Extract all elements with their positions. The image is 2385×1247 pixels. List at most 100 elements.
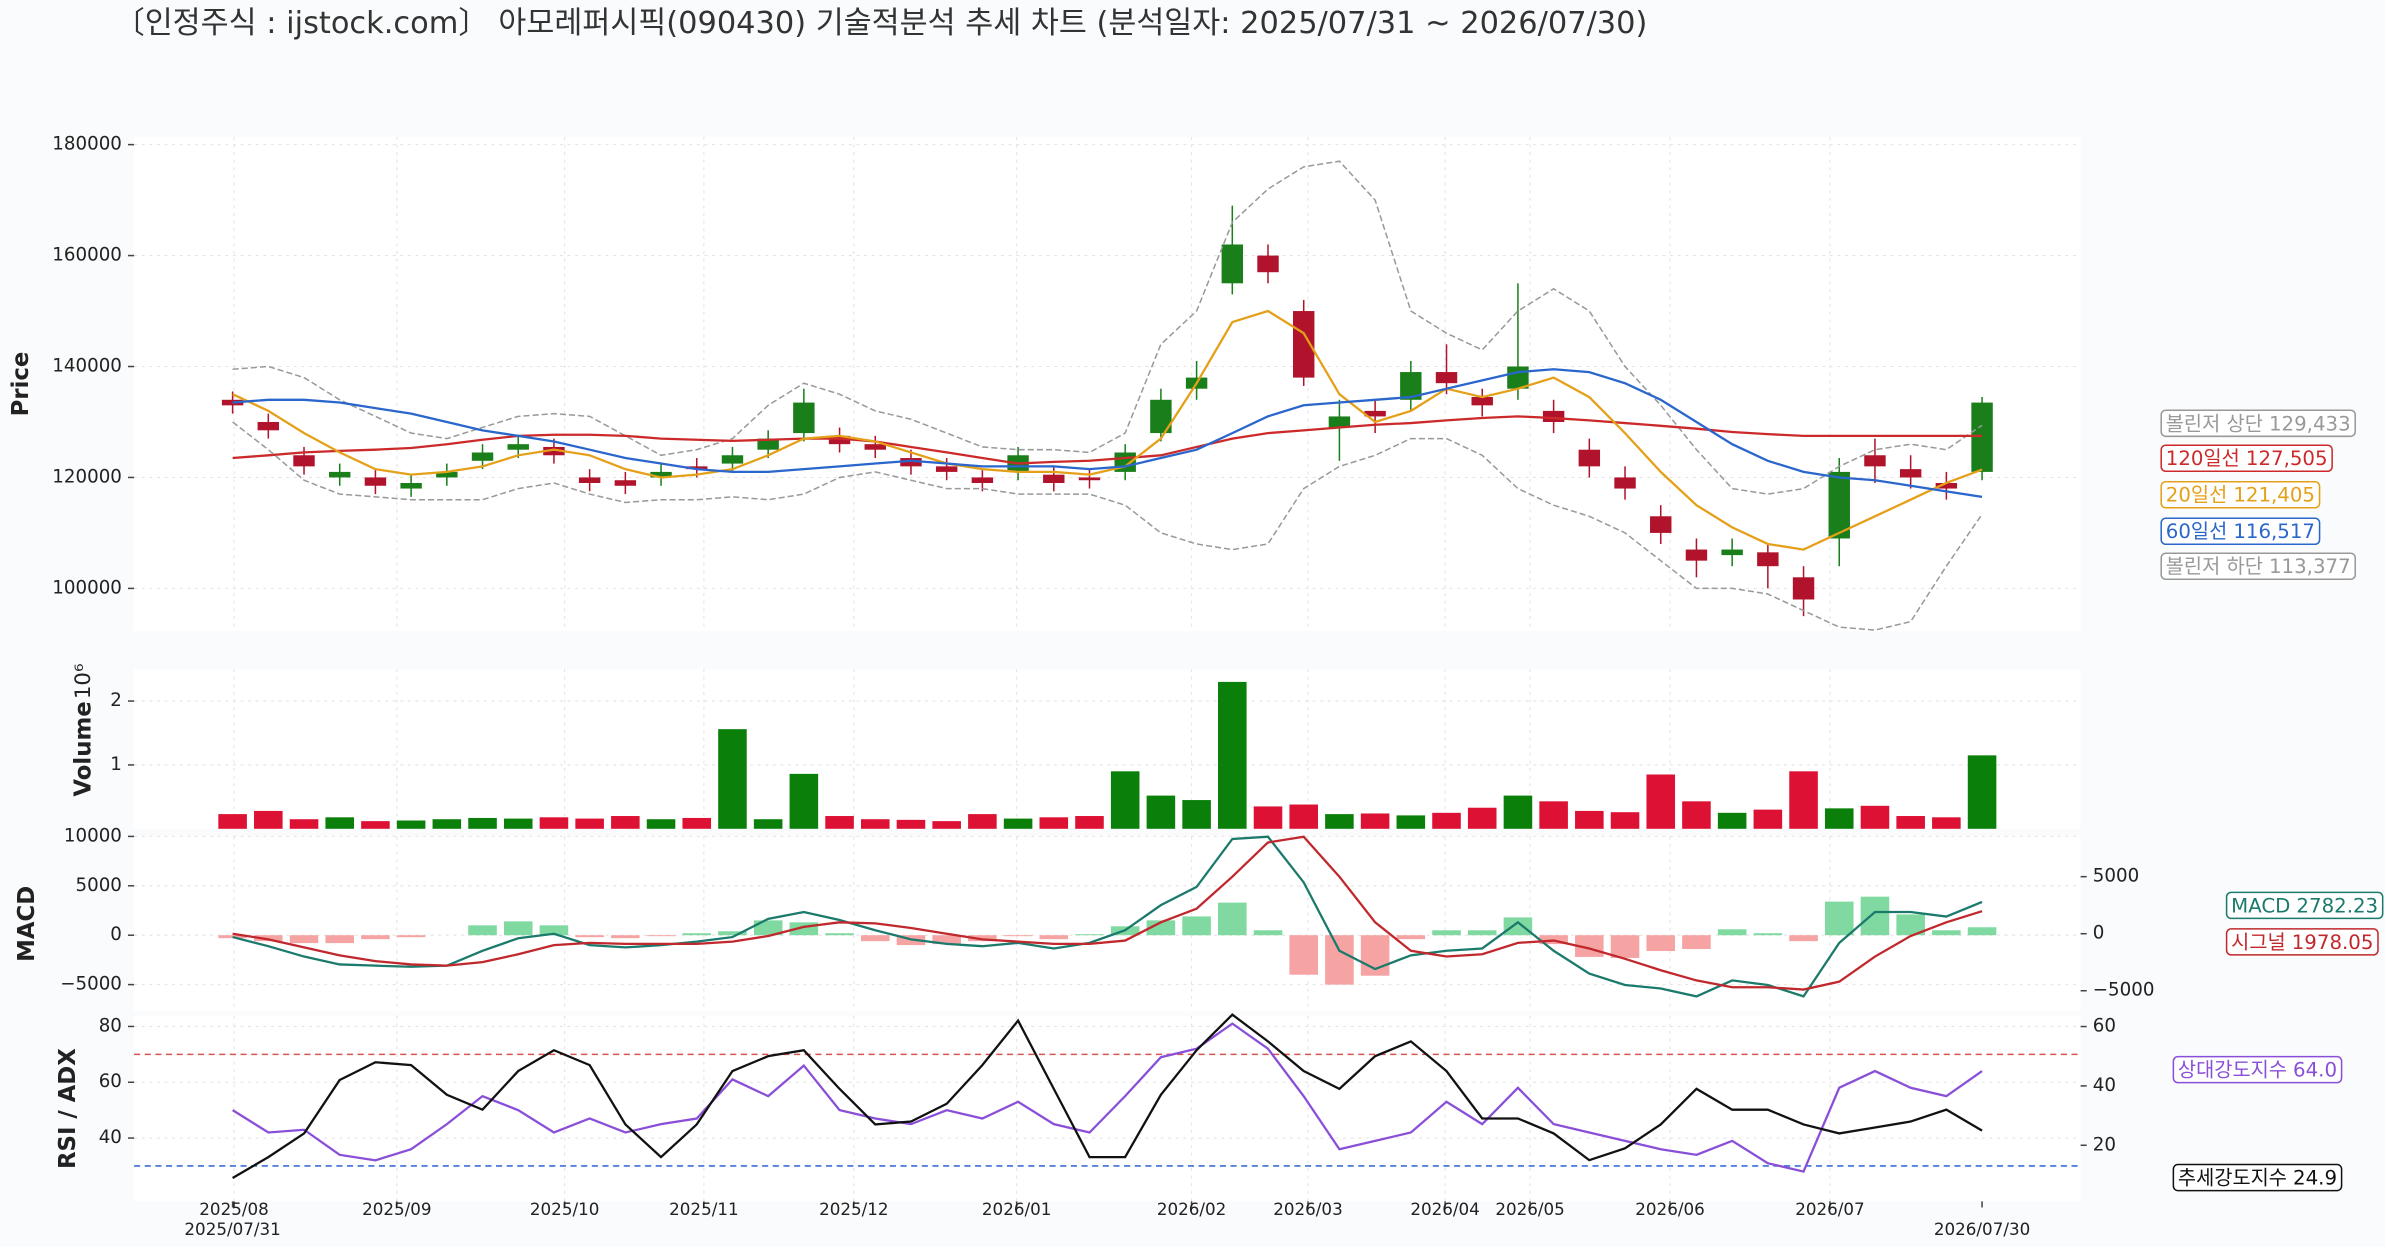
y-tick-label: 100000: [52, 577, 122, 598]
histogram-bar: [932, 935, 961, 945]
y-axis-label: RSI / ADX: [55, 1048, 81, 1169]
y-tick-label: 160000: [52, 245, 122, 266]
volume-bar: [1824, 808, 1854, 829]
series-line: [232, 421, 1983, 631]
volume-bar: [539, 817, 569, 829]
histogram-bar: [1467, 930, 1497, 936]
volume-bar: [860, 819, 890, 829]
x-tick-label: 2026/07: [1795, 1199, 1864, 1219]
histogram-bar: [1325, 935, 1354, 985]
y-axis-label: Price: [8, 352, 34, 417]
histogram-bar: [1003, 935, 1033, 937]
candle-body: [1650, 516, 1672, 533]
candle-body: [1150, 399, 1172, 434]
candle-body: [864, 444, 886, 450]
candle-body: [828, 435, 851, 445]
volume-bar: [1896, 816, 1925, 829]
histogram-bar: [825, 933, 854, 936]
series-line: [232, 835, 1983, 991]
y2-tick-label: 0: [2093, 923, 2105, 944]
candle-body: [400, 482, 422, 489]
candle-body: [436, 471, 458, 478]
volume-bar: [1467, 807, 1497, 829]
volume-bar: [325, 817, 355, 829]
volume-bar: [1075, 816, 1104, 829]
legend-box: [2172, 1055, 2343, 1084]
histogram-bar: [1932, 930, 1961, 936]
y-axis-label: Volume: [70, 701, 96, 796]
x-tick-label: 2026/05: [1495, 1199, 1564, 1219]
candle-body: [614, 480, 637, 486]
candle-body: [721, 455, 744, 464]
y2-tick-label: 40: [2093, 1075, 2116, 1096]
histogram-bar: [753, 920, 783, 936]
legend-value: 127,505: [2246, 447, 2328, 470]
histogram-bar: [1146, 920, 1176, 936]
candle-body: [1864, 455, 1886, 467]
legend-box: [2225, 928, 2379, 956]
legend-name: 볼린저 상단: [2166, 412, 2263, 435]
volume-bar: [753, 819, 783, 829]
volume-bar: [361, 821, 390, 829]
legend-box: [2160, 517, 2321, 546]
candle-body: [543, 446, 565, 456]
candle-body: [1221, 244, 1244, 284]
candle-body: [293, 455, 315, 467]
histogram-bar: [1396, 935, 1426, 940]
candle-body: [1828, 471, 1850, 539]
candle-body: [1292, 311, 1315, 378]
histogram-bar: [468, 925, 497, 936]
volume-bar: [1182, 800, 1211, 829]
y-tick-label: 2: [110, 690, 122, 711]
legend-value: 113,377: [2269, 555, 2351, 578]
histogram-bar: [254, 935, 283, 942]
histogram-bar: [1253, 930, 1283, 936]
histogram-bar: [575, 935, 604, 938]
legend-label: 볼린저 상단 129,433: [2166, 412, 2351, 435]
x-tick-label: 2025/12: [819, 1199, 888, 1219]
volume-bar: [1325, 814, 1354, 829]
volume-bar: [968, 814, 997, 829]
x-date-label: 2025/07/31: [184, 1219, 280, 1239]
histogram-bar: [718, 931, 747, 936]
volume-bar: [646, 819, 676, 829]
candle-body: [971, 477, 994, 483]
histogram-bar: [1753, 933, 1783, 936]
candle-body: [1614, 477, 1636, 489]
legend-label: MACD 2782.23: [2231, 894, 2378, 917]
candle-body: [1078, 477, 1101, 481]
y-tick-label: −5000: [60, 974, 122, 995]
volume-bar: [896, 819, 926, 829]
candle-body: [1757, 552, 1779, 567]
histogram-bar: [1824, 901, 1854, 936]
series-line: [232, 160, 1983, 495]
volume-bar: [1860, 805, 1890, 829]
y2-tick-label: 20: [2093, 1134, 2116, 1155]
x-tick-label: 2026/01: [982, 1199, 1051, 1219]
candle-body: [1542, 410, 1565, 422]
histogram-bar: [646, 935, 676, 937]
legend-name: 상대강도지수: [2178, 1058, 2287, 1081]
histogram-bar: [1432, 930, 1461, 936]
legend-label: 상대강도지수 64.0: [2178, 1058, 2337, 1081]
y-axis-label: MACD: [14, 886, 40, 962]
legend-label: 추세강도지수 24.9: [2178, 1166, 2337, 1189]
x-tick-label: 2025/09: [362, 1199, 431, 1219]
volume-bar: [932, 821, 961, 829]
histogram-bar: [289, 935, 319, 944]
volume-bar: [432, 819, 462, 829]
volume-bar: [396, 820, 426, 829]
volume-bar: [1932, 817, 1961, 829]
histogram-bar: [539, 925, 569, 936]
histogram-bar: [218, 935, 247, 939]
candle-body: [329, 471, 351, 478]
legend-box: [2160, 409, 2356, 438]
histogram-bar: [1967, 927, 1997, 936]
series-line: [232, 309, 1983, 551]
y2-tick-label: 5000: [2093, 866, 2139, 887]
candle-body: [900, 458, 922, 467]
volume-bar: [682, 817, 712, 829]
volume-bar: [1003, 818, 1033, 829]
legend-value: 2782.23: [2296, 894, 2378, 917]
